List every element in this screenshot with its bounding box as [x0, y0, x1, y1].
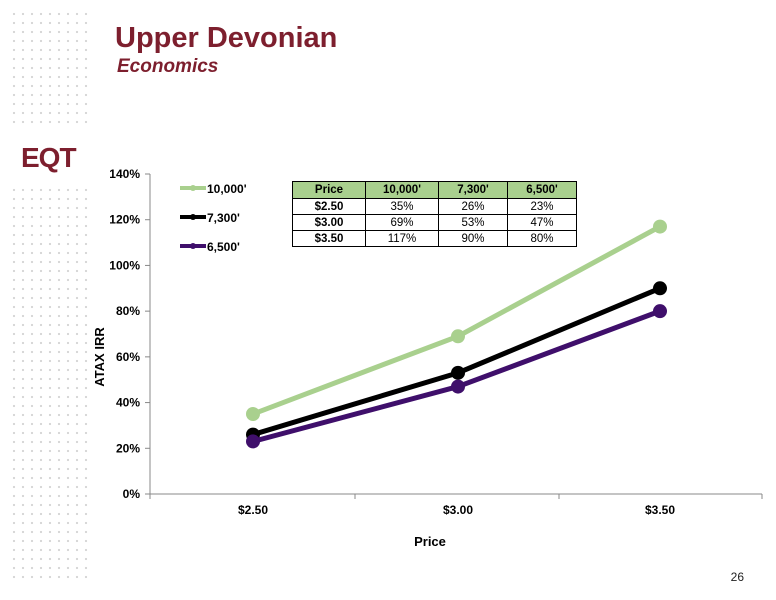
eqt-logo-text: EQT — [21, 142, 76, 173]
legend-label: 7,300' — [207, 211, 240, 225]
legend-label: 6,500' — [207, 240, 240, 254]
legend-marker — [190, 185, 196, 191]
table-cell: 90% — [438, 230, 508, 247]
table-cell: $3.00 — [292, 214, 366, 231]
table-header-cell: 10,000' — [365, 181, 439, 199]
page-number: 26 — [730, 570, 744, 584]
legend-marker — [190, 243, 196, 249]
decorative-dot-pattern-bottom — [10, 186, 88, 586]
table-cell: 47% — [507, 214, 577, 231]
table-cell: 35% — [365, 198, 439, 215]
table-header-cell: 7,300' — [438, 181, 508, 199]
y-tick-label: 80% — [116, 304, 140, 318]
y-axis-label: ATAX IRR — [92, 327, 107, 387]
table-cell: 69% — [365, 214, 439, 231]
page-title: Upper Devonian — [115, 22, 338, 54]
table-row: $3.00 69% 53% 47% — [292, 214, 577, 231]
table-cell: 23% — [507, 198, 577, 215]
data-point — [451, 365, 465, 380]
y-tick-label: 20% — [116, 441, 140, 455]
data-point — [246, 434, 260, 449]
table-cell: $2.50 — [292, 198, 366, 215]
x-tick-label: $3.00 — [443, 503, 473, 517]
table-cell: $3.50 — [292, 230, 366, 247]
y-tick-label: 40% — [116, 396, 140, 410]
data-point — [246, 407, 260, 421]
y-tick-label: 0% — [123, 487, 141, 501]
data-point — [451, 329, 465, 344]
table-row: $3.50 117% 90% 80% — [292, 230, 577, 247]
table-header-row: Price 10,000' 7,300' 6,500' — [292, 181, 577, 199]
legend-marker — [190, 214, 196, 220]
series-line — [252, 285, 661, 437]
irr-data-table: Price 10,000' 7,300' 6,500' $2.50 35% 26… — [292, 181, 577, 247]
table-cell: 117% — [365, 230, 439, 247]
data-point — [653, 304, 667, 319]
x-axis: $2.50 $3.00 $3.50 — [149, 493, 763, 517]
table-header-cell: 6,500' — [507, 181, 577, 199]
x-tick-label: $3.50 — [645, 503, 675, 517]
table-row: $2.50 35% 26% 23% — [292, 198, 577, 215]
y-tick-label: 120% — [109, 213, 140, 227]
legend-label: 10,000' — [207, 182, 247, 196]
table-header-cell: Price — [292, 181, 366, 199]
y-tick-label: 60% — [116, 350, 140, 364]
y-tick-label: 140% — [109, 167, 140, 181]
table-cell: 26% — [438, 198, 508, 215]
page-subtitle: Economics — [117, 56, 219, 77]
x-axis-label: Price — [414, 534, 446, 549]
table-cell: 80% — [507, 230, 577, 247]
data-point — [653, 219, 667, 234]
data-point — [451, 379, 465, 394]
y-tick-label: 100% — [109, 258, 140, 272]
decorative-dot-pattern-top — [10, 10, 88, 128]
data-point — [653, 281, 667, 296]
series-layer — [246, 219, 667, 449]
chart-legend: 10,000' 7,300' 6,500' — [180, 182, 247, 254]
x-tick-label: $2.50 — [238, 503, 268, 517]
eqt-logo: EQT — [21, 142, 77, 173]
y-axis: 0% 20% 40% 60% 80% 100% 120% 140% — [109, 167, 151, 501]
table-cell: 53% — [438, 214, 508, 231]
